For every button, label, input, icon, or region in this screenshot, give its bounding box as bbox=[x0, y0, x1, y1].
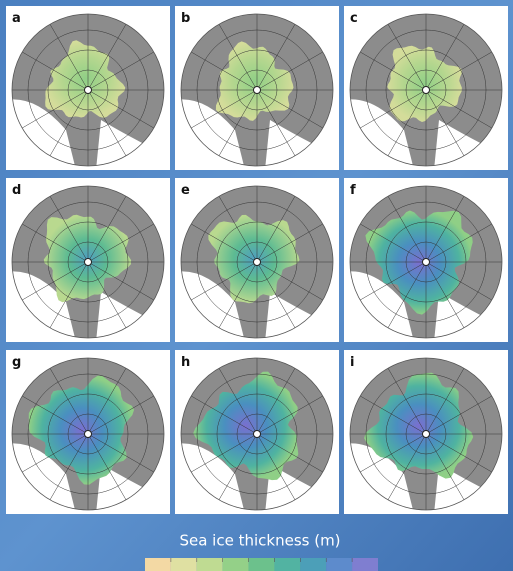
map-panel: f bbox=[344, 178, 508, 342]
panel-label: c bbox=[350, 11, 358, 26]
map-panel: b bbox=[175, 6, 339, 170]
colorbar-segment bbox=[249, 558, 275, 571]
map-panel: c bbox=[344, 6, 508, 170]
map-panel: h bbox=[175, 350, 339, 514]
pole bbox=[254, 87, 261, 94]
colorbar-segment bbox=[171, 558, 197, 571]
pole bbox=[254, 431, 261, 438]
colorbar bbox=[145, 558, 378, 571]
colorbar-segment bbox=[300, 558, 326, 571]
panel-label: a bbox=[12, 11, 21, 26]
figure: a b c d e f g h i Sea ice thickness (m) bbox=[0, 0, 513, 571]
panel-label: h bbox=[181, 355, 190, 370]
panel-label: i bbox=[350, 355, 354, 370]
map-panel: a bbox=[6, 6, 170, 170]
panel-label: f bbox=[350, 183, 356, 198]
map-panel: d bbox=[6, 178, 170, 342]
panel-label: b bbox=[181, 11, 190, 26]
map-panel: i bbox=[344, 350, 508, 514]
pole bbox=[254, 259, 261, 266]
pole bbox=[85, 431, 92, 438]
pole bbox=[423, 431, 430, 438]
pole bbox=[423, 259, 430, 266]
panel-label: d bbox=[12, 183, 21, 198]
colorbar-segment bbox=[223, 558, 249, 571]
colorbar-segment bbox=[352, 558, 378, 571]
colorbar-title: Sea ice thickness (m) bbox=[179, 532, 340, 550]
colorbar-segment bbox=[145, 558, 171, 571]
colorbar-segment bbox=[326, 558, 352, 571]
colorbar-segment bbox=[274, 558, 300, 571]
pole bbox=[423, 87, 430, 94]
panel-label: e bbox=[181, 183, 190, 198]
panel-grid: a b c d e f g h i bbox=[6, 6, 508, 514]
map-panel: e bbox=[175, 178, 339, 342]
pole bbox=[85, 87, 92, 94]
colorbar-segment bbox=[197, 558, 223, 571]
map-panel: g bbox=[6, 350, 170, 514]
pole bbox=[85, 259, 92, 266]
panel-label: g bbox=[12, 355, 21, 370]
